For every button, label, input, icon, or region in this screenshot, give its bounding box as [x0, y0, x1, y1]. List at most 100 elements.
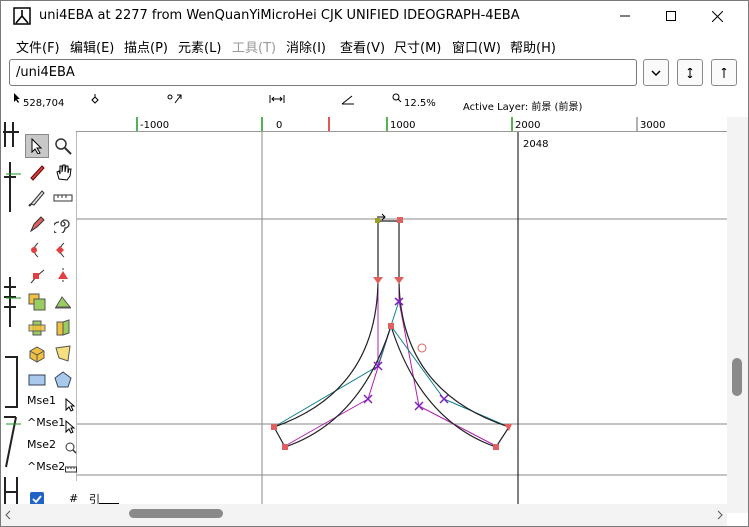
polygon-icon	[54, 371, 72, 388]
pointer-icon	[65, 398, 76, 412]
perspective-tool[interactable]	[51, 342, 75, 366]
pointer-icon	[65, 420, 76, 434]
magnify-icon	[65, 442, 77, 454]
layer-hash: #	[69, 492, 79, 505]
maximize-icon	[666, 11, 676, 21]
3d-rotate-icon	[29, 346, 45, 363]
ruler-label: 0	[276, 120, 282, 131]
hv-curve-point-icon	[56, 242, 65, 258]
curve-point-tool[interactable]	[25, 238, 49, 262]
horizontal-scrollbar[interactable]	[1, 504, 727, 526]
menu-element[interactable]: 元素(L)	[178, 41, 222, 56]
background-glyph-fragments	[3, 122, 21, 507]
menu-hints[interactable]: 消除(I)	[286, 41, 326, 56]
spiro-icon	[54, 219, 70, 233]
glyph-name-input[interactable]: /uni4EBA	[9, 59, 637, 86]
prev-glyph-icon	[687, 67, 693, 78]
scale-tool[interactable]	[25, 290, 49, 314]
freehand-tool[interactable]	[25, 160, 49, 184]
knife-tool[interactable]	[25, 186, 49, 210]
ruler-label: -1000	[140, 120, 169, 131]
next-glyph-button[interactable]	[711, 59, 737, 86]
rotate-tool[interactable]	[25, 316, 49, 340]
minimize-icon	[620, 15, 630, 17]
delta-icon	[167, 94, 182, 104]
glyph-canvas[interactable]: 2048	[76, 132, 727, 504]
hv-curve-point-tool[interactable]	[51, 238, 75, 262]
flip-icon	[55, 296, 72, 309]
menu-bar: 文件(F) 编辑(E) 描点(P) 元素(L) 工具(T) 消除(I) 查看(V…	[1, 34, 748, 56]
pen-tool[interactable]	[25, 212, 49, 236]
corner-point-icon	[30, 269, 45, 284]
curve-point-icon	[31, 242, 39, 258]
title-bar: uni4EBA at 2277 from WenQuanYiMicroHei C…	[1, 1, 748, 31]
menu-edit[interactable]: 编辑(E)	[70, 41, 115, 56]
layer-bar: # 引	[23, 487, 119, 507]
background-glyph-strip	[1, 117, 23, 513]
nearest-point-icon	[91, 94, 99, 104]
advance-width-label: 2048	[523, 139, 548, 150]
tangent-point-icon	[58, 268, 68, 284]
scale-icon	[28, 293, 46, 311]
scroll-left-icon[interactable]	[5, 510, 11, 520]
menu-help[interactable]: 帮助(H)	[510, 41, 556, 56]
menu-view[interactable]: 查看(V)	[340, 41, 386, 56]
pointer-icon	[31, 138, 43, 154]
ruler-label: 1000	[390, 120, 415, 131]
tangent-point-tool[interactable]	[51, 264, 75, 288]
layer-visible-checkbox[interactable]	[30, 492, 44, 506]
close-icon	[711, 10, 723, 22]
skew-icon	[56, 319, 70, 336]
fontforge-icon	[13, 7, 31, 25]
menu-metrics[interactable]: 尺寸(M)	[394, 41, 442, 56]
distance-icon	[269, 95, 285, 103]
cursor-coordinates: 528,704	[23, 98, 65, 109]
scroll-hand-tool[interactable]	[51, 160, 75, 184]
glyph-dropdown-button[interactable]	[643, 59, 669, 86]
maximize-button[interactable]	[648, 1, 694, 31]
scroll-right-icon[interactable]	[717, 510, 723, 520]
ruler-tool[interactable]	[51, 186, 75, 210]
horizontal-ruler: -1000 0 1000 2000 3000	[76, 117, 727, 132]
pointer-tool[interactable]	[25, 134, 49, 158]
minimize-button[interactable]	[602, 1, 648, 31]
ruler-label: 2000	[515, 120, 540, 131]
3d-rotate-tool[interactable]	[25, 342, 49, 366]
ctrl-mouse-button-2-label: ^Mse2	[27, 460, 66, 473]
chevron-down-icon	[651, 69, 661, 76]
spiro-tool[interactable]	[51, 212, 75, 236]
knife-icon	[28, 190, 45, 207]
horizontal-scroll-thumb[interactable]	[129, 509, 223, 518]
ruler-icon	[53, 194, 73, 202]
rotate-icon	[28, 320, 46, 336]
magnify-tool[interactable]	[51, 134, 75, 158]
layer-underline	[99, 503, 119, 504]
prev-glyph-button[interactable]	[677, 59, 703, 86]
menu-tools: 工具(T)	[232, 41, 277, 56]
magnify-icon	[55, 138, 72, 155]
rectangle-tool[interactable]	[25, 368, 49, 392]
mouse-button-2-label: Mse2	[27, 438, 56, 451]
skew-tool[interactable]	[51, 316, 75, 340]
zoom-icon	[392, 93, 402, 103]
active-layer-label: Active Layer: 前景 (前景)	[463, 102, 583, 113]
close-button[interactable]	[694, 1, 740, 31]
freehand-icon	[30, 165, 45, 181]
scroll-hand-icon	[56, 164, 72, 181]
menu-file[interactable]: 文件(F)	[16, 41, 60, 56]
menu-window[interactable]: 窗口(W)	[452, 41, 501, 56]
corner-point-tool[interactable]	[25, 264, 49, 288]
flip-tool[interactable]	[51, 290, 75, 314]
rectangle-icon	[28, 374, 46, 386]
mouse-button-1-label: Mse1	[27, 394, 56, 407]
vertical-scroll-thumb[interactable]	[732, 358, 742, 396]
ctrl-mouse-button-1-label: ^Mse1	[27, 416, 66, 429]
vertical-scrollbar[interactable]	[727, 117, 748, 513]
checkmark-icon	[32, 495, 42, 504]
menu-point[interactable]: 描点(P)	[124, 41, 168, 56]
cursor-position-icon	[14, 93, 20, 103]
layer-symbol: 引	[89, 493, 100, 506]
perspective-icon	[55, 345, 71, 362]
polygon-tool[interactable]	[51, 368, 75, 392]
